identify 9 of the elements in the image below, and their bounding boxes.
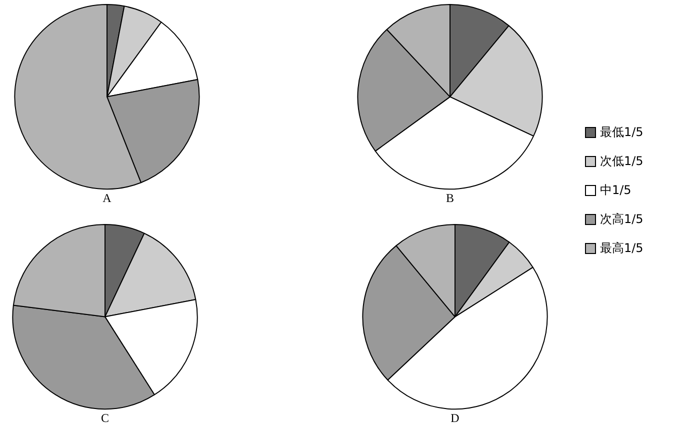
text: C bbox=[100, 410, 110, 425]
legend-label: 最高1/5 bbox=[600, 240, 644, 257]
legend-label: 次高1/5 bbox=[600, 211, 644, 228]
legend-label: 中1/5 bbox=[600, 182, 632, 199]
legend-label: 最低1/5 bbox=[600, 124, 644, 141]
legend-label: 次低1/5 bbox=[600, 153, 644, 170]
text: D bbox=[450, 410, 460, 425]
text: A bbox=[102, 190, 112, 205]
text: B bbox=[446, 190, 454, 205]
